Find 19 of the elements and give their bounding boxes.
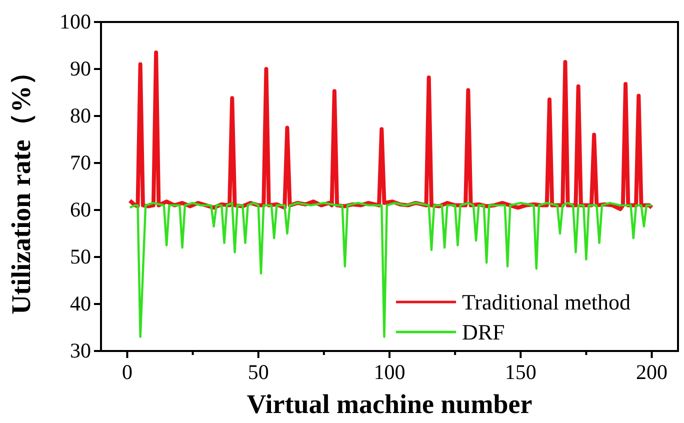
line-series (128, 202, 653, 338)
y-tick-label: 70 (70, 150, 91, 175)
y-tick-label: 100 (60, 10, 91, 34)
y-tick-label: 90 (70, 56, 91, 81)
y-tick-label: 40 (70, 292, 91, 316)
x-tick-label: 100 (374, 360, 406, 384)
x-tick-label: 150 (504, 360, 536, 384)
y-tick-label: 50 (70, 244, 91, 269)
line-series (128, 50, 654, 212)
x-tick-label: 200 (636, 360, 668, 384)
x-tick-label: 50 (248, 360, 269, 384)
legend-label: Traditional method (462, 290, 630, 315)
legend-label: DRF (462, 320, 505, 345)
y-axis-title: Utilization rate（%） (6, 58, 36, 314)
y-tick-label: 80 (70, 104, 91, 128)
y-tick-label: 30 (70, 338, 91, 363)
y-tick-label: 60 (70, 198, 91, 222)
x-tick-label: 0 (122, 360, 132, 384)
x-axis-title: Virtual machine number (246, 389, 532, 419)
